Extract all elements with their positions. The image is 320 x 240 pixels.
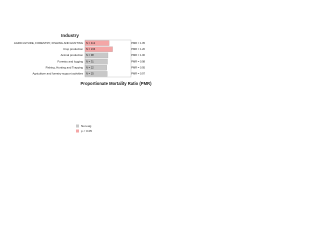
x-axis-title: Proportionate Mortality Ratio (PMR) [81, 81, 153, 86]
legend-swatch [76, 124, 79, 128]
category-label: Fishing, Hunting and Trapping [46, 65, 84, 69]
legend-label: Non-sig [81, 124, 92, 128]
count-label: N = 31 [86, 59, 94, 63]
count-label: N = 236 [86, 47, 96, 51]
value-label: PMR = 1.05 [131, 41, 145, 45]
category-label: AGRICULTURE, FORESTRY, FISHING AND HUNTI… [14, 41, 83, 45]
value-label: PMR = 0.98 [131, 59, 145, 63]
category-label: Agriculture and forestry support activit… [32, 72, 83, 76]
count-label: N = 22 [86, 65, 94, 69]
legend-swatch [76, 129, 79, 133]
chart: Industry Proportionate Mortality Ratio (… [14, 33, 153, 133]
plot-frame [84, 39, 132, 78]
count-label: N = 412 [86, 41, 96, 45]
category-label: Crop production [63, 47, 83, 51]
bar [84, 40, 110, 46]
bar [84, 58, 108, 65]
value-label: PMR = 1.20 [131, 47, 145, 51]
bar [84, 65, 107, 71]
bar [84, 52, 109, 59]
count-label: N = 25 [86, 72, 94, 76]
category-label: Animal production [61, 53, 84, 57]
category-label: Forestry and logging [58, 59, 84, 63]
value-label: PMR = 0.97 [131, 72, 145, 76]
legend-label: p < 0.05 [81, 129, 92, 133]
value-label: PMR = 1.00 [131, 53, 145, 57]
bar [84, 46, 113, 52]
y-axis-title: Industry [61, 33, 79, 38]
value-label: PMR = 0.95 [131, 65, 145, 69]
bar [84, 71, 108, 77]
count-label: N = 98 [86, 53, 94, 57]
